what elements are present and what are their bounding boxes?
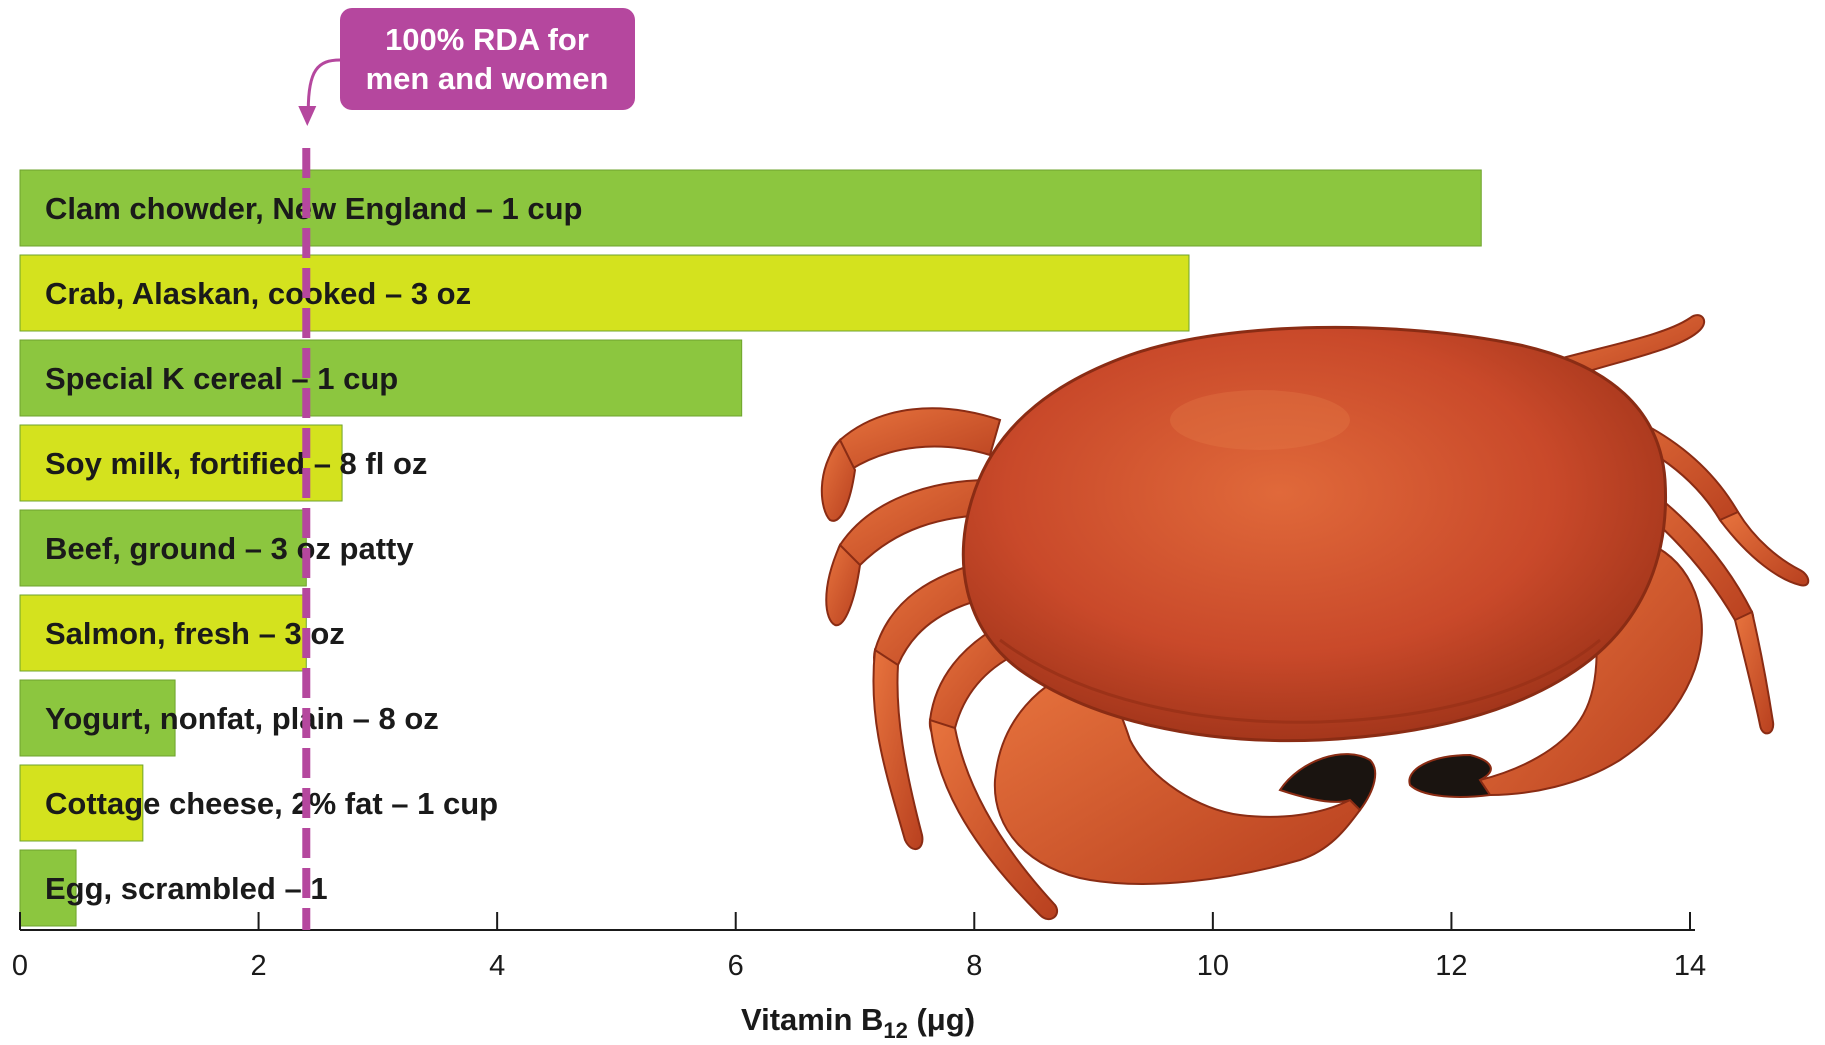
rda-callout-arrow [306,58,341,111]
bar-label-1: Crab, Alaskan, cooked – 3 oz [45,276,471,311]
rda-callout: 100% RDA for men and women [298,8,635,126]
bar-3 [19,424,343,502]
bar-label-4: Beef, ground – 3 oz patty [45,531,414,566]
bar-0 [19,169,1482,247]
x-tick-label-0: 0 [12,950,28,982]
bar-label-2: Special K cereal – 1 cup [45,361,398,396]
bar-label-3: Soy milk, fortified – 8 fl oz [45,446,427,481]
bar-label-0: Clam chowder, New England – 1 cup [45,191,582,226]
bar-label-8: Egg, scrambled – 1 [45,871,328,906]
x-tick-label-2: 4 [489,950,505,982]
x-tick-label-7: 14 [1674,950,1706,982]
rda-callout-line2: men and women [366,61,609,96]
bar-5 [19,594,307,672]
x-axis-title-subscript: 12 [883,1018,907,1043]
bar-label-6: Yogurt, nonfat, plain – 8 oz [45,701,439,736]
bars-group [19,169,1482,927]
x-tick-label-4: 8 [966,950,982,982]
bar-label-7: Cottage cheese, 2% fat – 1 cup [45,786,498,821]
bar-8 [19,849,77,927]
rda-callout-box [340,8,635,110]
bar-label-5: Salmon, fresh – 3 oz [45,616,345,651]
bar-6 [19,679,176,757]
x-axis-title-main: Vitamin B [741,1002,883,1037]
rda-callout-line1: 100% RDA for [385,22,589,57]
crab-illustration [820,314,1810,921]
x-axis-title-unit: (μg) [908,1002,975,1037]
x-tick-label-5: 10 [1197,950,1229,982]
x-tick-label-3: 6 [728,950,744,982]
bar-4 [19,509,307,587]
x-axis-title: Vitamin B12 (μg) [741,1002,975,1043]
bar-7 [19,764,144,842]
bar-1 [19,254,1190,332]
x-axis-ticks: 0 2 4 6 8 10 12 14 [12,912,1706,982]
bar-2 [19,339,743,417]
x-tick-label-6: 12 [1435,950,1467,982]
rda-callout-arrowhead [298,106,317,126]
bar-labels-group: Clam chowder, New England – 1 cup Crab, A… [45,191,582,906]
x-tick-label-1: 2 [251,950,267,982]
